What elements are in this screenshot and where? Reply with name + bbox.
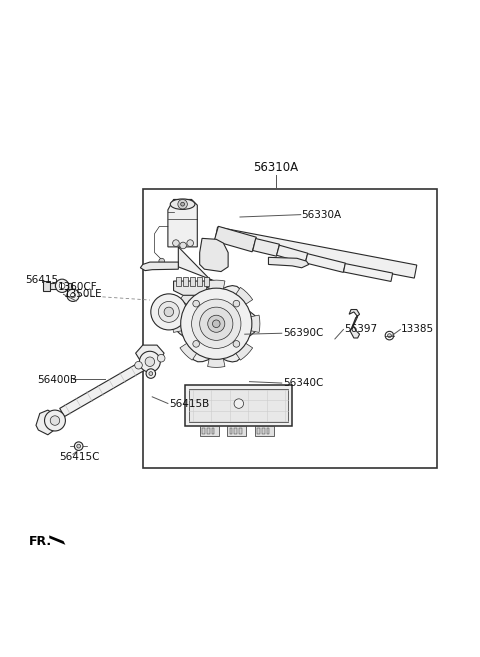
- Circle shape: [208, 315, 225, 332]
- Bar: [202, 428, 205, 434]
- Text: 56400B: 56400B: [37, 374, 77, 385]
- Circle shape: [74, 442, 83, 451]
- Polygon shape: [49, 535, 65, 545]
- Polygon shape: [208, 280, 225, 294]
- Circle shape: [149, 372, 153, 375]
- Text: 13385: 13385: [401, 323, 434, 334]
- Polygon shape: [180, 287, 199, 307]
- Circle shape: [233, 340, 240, 347]
- Circle shape: [178, 200, 187, 209]
- Circle shape: [158, 302, 179, 323]
- Polygon shape: [173, 315, 186, 332]
- Polygon shape: [36, 410, 57, 435]
- Text: 56415C: 56415C: [59, 451, 99, 462]
- Circle shape: [71, 293, 75, 298]
- Text: 56330A: 56330A: [301, 210, 342, 219]
- Circle shape: [180, 288, 252, 359]
- Text: 1350LE: 1350LE: [63, 289, 102, 300]
- Text: FR.: FR.: [29, 535, 52, 547]
- Polygon shape: [200, 238, 228, 271]
- Circle shape: [151, 294, 187, 330]
- Circle shape: [135, 361, 142, 369]
- Circle shape: [50, 416, 60, 425]
- Circle shape: [159, 258, 165, 264]
- Bar: [229, 428, 232, 434]
- Bar: [189, 389, 288, 422]
- Polygon shape: [233, 287, 252, 307]
- Ellipse shape: [170, 199, 195, 210]
- Polygon shape: [214, 226, 256, 252]
- Polygon shape: [215, 227, 417, 278]
- Bar: [266, 428, 269, 434]
- Circle shape: [200, 307, 233, 340]
- Polygon shape: [247, 315, 260, 332]
- Circle shape: [385, 331, 394, 340]
- Polygon shape: [168, 200, 197, 247]
- Bar: [257, 428, 260, 434]
- Circle shape: [67, 289, 79, 302]
- Circle shape: [180, 202, 184, 206]
- Circle shape: [193, 300, 200, 307]
- Circle shape: [45, 410, 65, 431]
- Text: 56415: 56415: [25, 275, 59, 284]
- Text: 56390C: 56390C: [283, 328, 323, 338]
- Polygon shape: [48, 283, 72, 288]
- Bar: [185, 386, 292, 426]
- Bar: [239, 428, 242, 434]
- Polygon shape: [253, 238, 279, 256]
- Polygon shape: [276, 245, 308, 263]
- Bar: [207, 428, 210, 434]
- Text: 56415B: 56415B: [169, 399, 209, 409]
- Circle shape: [233, 300, 240, 307]
- Bar: [234, 428, 237, 434]
- Polygon shape: [305, 254, 346, 273]
- Circle shape: [164, 307, 174, 317]
- Circle shape: [173, 240, 179, 246]
- Polygon shape: [208, 354, 225, 367]
- Text: 56397: 56397: [344, 323, 377, 334]
- Circle shape: [213, 320, 220, 328]
- Bar: [176, 277, 180, 286]
- Bar: [200, 426, 219, 436]
- Polygon shape: [268, 258, 309, 268]
- Circle shape: [139, 351, 160, 372]
- Bar: [197, 277, 202, 286]
- Polygon shape: [349, 309, 360, 338]
- Polygon shape: [60, 357, 152, 417]
- Circle shape: [145, 357, 155, 367]
- Bar: [190, 277, 195, 286]
- Polygon shape: [179, 247, 221, 283]
- Circle shape: [192, 299, 241, 348]
- Polygon shape: [180, 306, 187, 333]
- Text: 1360CF: 1360CF: [57, 282, 97, 292]
- Polygon shape: [233, 341, 252, 360]
- Polygon shape: [140, 262, 179, 271]
- Bar: [227, 426, 246, 436]
- Text: 56310A: 56310A: [253, 162, 298, 174]
- Circle shape: [56, 279, 69, 292]
- Polygon shape: [43, 281, 50, 290]
- Circle shape: [387, 334, 391, 338]
- Circle shape: [234, 399, 243, 408]
- Circle shape: [77, 444, 81, 448]
- Bar: [255, 426, 274, 436]
- Polygon shape: [344, 263, 393, 281]
- Circle shape: [146, 369, 156, 378]
- Polygon shape: [174, 286, 259, 362]
- Circle shape: [193, 340, 200, 347]
- Circle shape: [157, 354, 165, 362]
- Polygon shape: [180, 341, 199, 360]
- Text: 56340C: 56340C: [283, 378, 323, 388]
- Circle shape: [187, 240, 193, 246]
- Bar: [183, 277, 188, 286]
- Circle shape: [180, 242, 186, 249]
- Bar: [262, 428, 264, 434]
- Circle shape: [59, 283, 65, 288]
- Polygon shape: [136, 345, 164, 359]
- Bar: [212, 428, 215, 434]
- Bar: [143, 189, 437, 468]
- Bar: [204, 277, 209, 286]
- Polygon shape: [174, 281, 207, 295]
